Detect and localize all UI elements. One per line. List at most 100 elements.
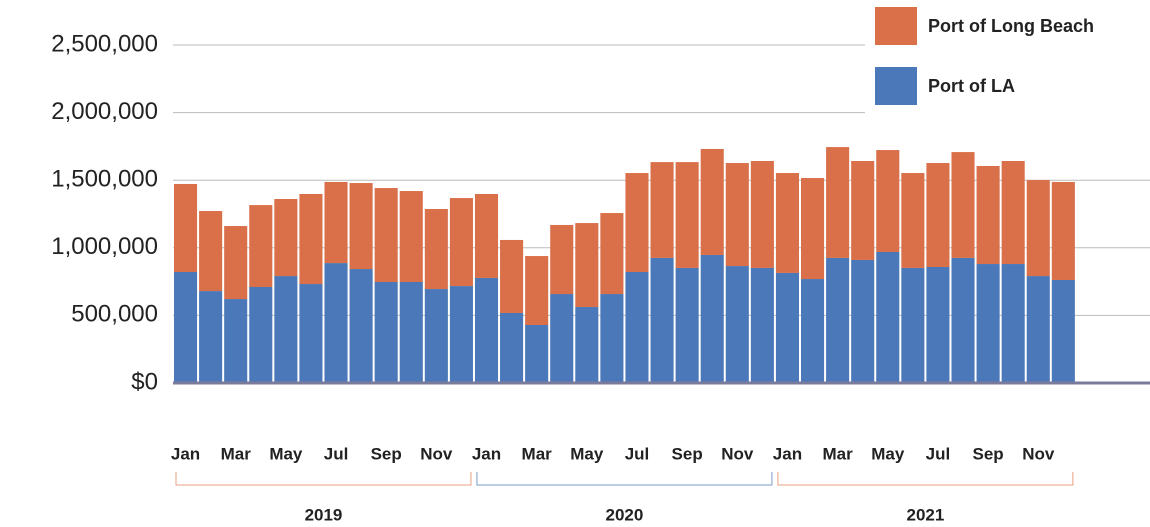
bar-segment bbox=[575, 223, 599, 308]
bar-segment bbox=[876, 150, 900, 252]
x-tick-label: May bbox=[570, 444, 604, 463]
y-tick-label: 500,000 bbox=[71, 301, 158, 328]
bar-segment bbox=[725, 163, 749, 267]
bar-segment bbox=[1051, 279, 1075, 383]
bar-segment bbox=[399, 282, 423, 383]
bar-segment bbox=[174, 272, 198, 383]
bar-segment bbox=[399, 191, 423, 283]
legend-swatch bbox=[875, 67, 917, 105]
x-tick-label: May bbox=[871, 444, 905, 463]
bar-segment bbox=[500, 239, 524, 313]
bar-segment bbox=[750, 161, 774, 268]
bar-segment bbox=[249, 287, 273, 383]
legend-label: Port of LA bbox=[928, 76, 1015, 96]
bar-segment bbox=[926, 163, 950, 267]
bar-segment bbox=[324, 263, 348, 383]
bar-segment bbox=[299, 193, 323, 285]
bar-segment bbox=[224, 226, 248, 300]
legend-label: Port of Long Beach bbox=[928, 16, 1094, 36]
bar-segment bbox=[349, 183, 373, 270]
bar-segment bbox=[700, 148, 724, 255]
x-tick-label: Sep bbox=[973, 444, 1004, 463]
year-label: 2019 bbox=[305, 505, 343, 524]
bar-segment bbox=[274, 276, 298, 383]
bar-segment bbox=[449, 286, 473, 383]
bar-segment bbox=[274, 198, 298, 277]
x-tick-label: Mar bbox=[522, 444, 553, 463]
bar-segment bbox=[575, 307, 599, 383]
x-tick-label: May bbox=[269, 444, 303, 463]
bar-segment bbox=[801, 178, 825, 280]
bar-segment bbox=[725, 266, 749, 383]
bar-segment bbox=[474, 193, 499, 278]
x-tick-label: Sep bbox=[371, 444, 402, 463]
x-tick-label: Jan bbox=[171, 444, 200, 463]
bar-segment bbox=[199, 211, 223, 292]
bar-segment bbox=[474, 277, 499, 383]
bar-segment bbox=[951, 257, 975, 383]
x-tick-label: Jul bbox=[625, 444, 650, 463]
x-tick-label: Mar bbox=[823, 444, 854, 463]
year-bracket bbox=[777, 472, 1074, 486]
y-tick-label: $0 bbox=[131, 368, 158, 395]
bar-segment bbox=[901, 267, 925, 383]
bar-segment bbox=[449, 198, 473, 287]
bar-segment bbox=[851, 161, 875, 260]
x-tick-label: Nov bbox=[420, 444, 453, 463]
bar-segment bbox=[1051, 181, 1075, 280]
bar-segment bbox=[675, 267, 699, 383]
bar-segment bbox=[500, 312, 524, 383]
bar-segment bbox=[650, 162, 674, 258]
bar-segment bbox=[976, 166, 1000, 265]
bar-segment bbox=[775, 272, 799, 383]
bar-segment bbox=[675, 162, 699, 268]
bar-segment bbox=[976, 264, 1000, 383]
bar-segment bbox=[299, 284, 323, 383]
bar-segment bbox=[901, 173, 925, 268]
x-tick-label: Jan bbox=[773, 444, 802, 463]
bar-segment bbox=[374, 188, 398, 283]
x-tick-label: Jul bbox=[926, 444, 951, 463]
bar-segment bbox=[1026, 180, 1050, 277]
y-tick-label: 2,500,000 bbox=[51, 30, 158, 57]
bar-segment bbox=[600, 213, 624, 295]
bar-segment bbox=[424, 289, 448, 383]
year-bracket bbox=[175, 472, 472, 486]
bar-segment bbox=[525, 256, 549, 325]
bar-segment bbox=[525, 324, 549, 383]
x-tick-label: Jan bbox=[472, 444, 501, 463]
legend-swatch bbox=[875, 7, 917, 45]
x-tick-label: Jul bbox=[324, 444, 349, 463]
bar-segment bbox=[174, 183, 198, 273]
bar-segment bbox=[650, 257, 674, 383]
bar-segment bbox=[550, 294, 574, 383]
bar-segment bbox=[775, 173, 799, 273]
bar-segment bbox=[826, 257, 850, 383]
bar-segment bbox=[249, 205, 273, 288]
x-tick-label: Nov bbox=[721, 444, 754, 463]
bar-segment bbox=[600, 294, 624, 383]
bar-segment bbox=[876, 251, 900, 383]
bar-segment bbox=[1001, 264, 1025, 383]
y-tick-label: 1,500,000 bbox=[51, 166, 158, 193]
bar-segment bbox=[750, 267, 774, 383]
x-tick-label: Sep bbox=[672, 444, 703, 463]
bar-segment bbox=[801, 279, 825, 383]
bar-segment bbox=[1001, 161, 1025, 265]
y-tick-label: 1,000,000 bbox=[51, 233, 158, 260]
bar-segment bbox=[424, 208, 448, 290]
x-tick-label: Mar bbox=[221, 444, 252, 463]
bar-segment bbox=[700, 254, 724, 383]
bar-segment bbox=[625, 272, 649, 383]
bar-segment bbox=[951, 152, 975, 258]
bar-segment bbox=[199, 291, 223, 383]
bar-segment bbox=[926, 266, 950, 383]
bar-segment bbox=[550, 224, 574, 295]
bar-segment bbox=[826, 147, 850, 258]
bar-segment bbox=[851, 259, 875, 383]
bar-segment bbox=[625, 173, 649, 273]
bar-segment bbox=[1026, 276, 1050, 383]
x-tick-label: Nov bbox=[1022, 444, 1055, 463]
year-label: 2020 bbox=[606, 505, 644, 524]
